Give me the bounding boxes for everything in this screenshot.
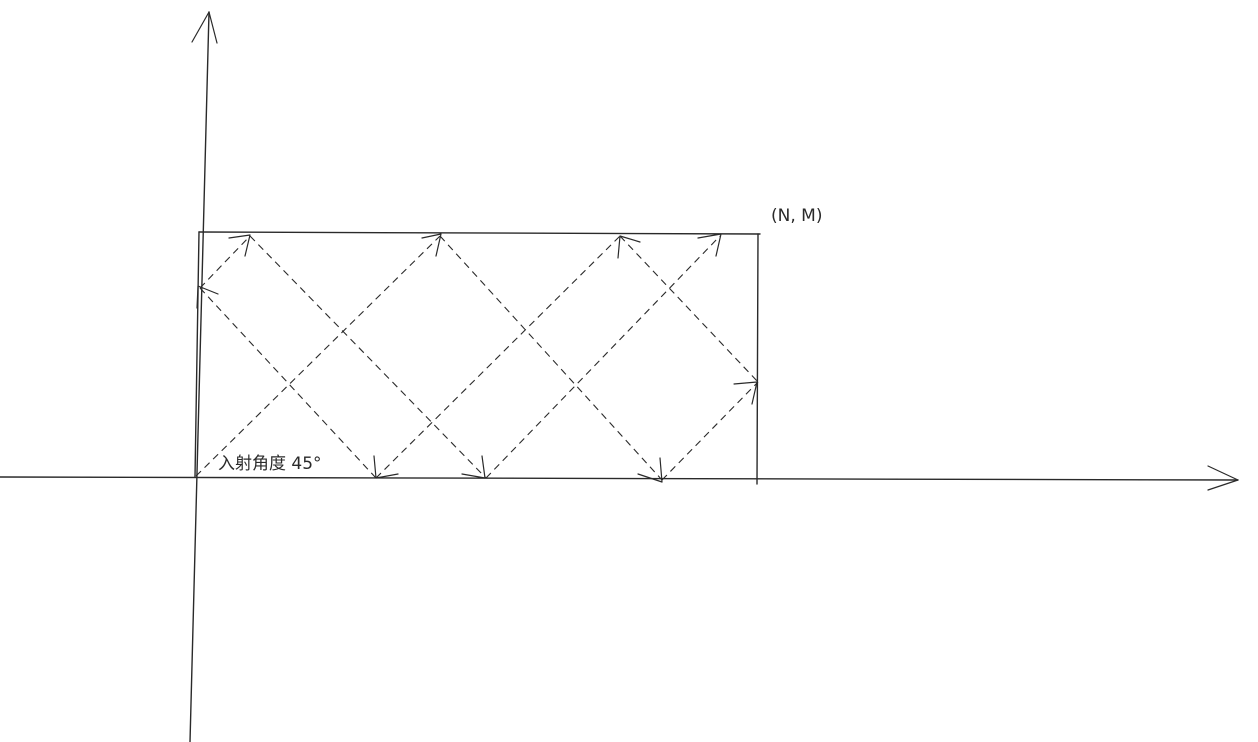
axes [0,11,1239,742]
arrowhead [421,233,442,257]
path-segment [199,287,377,479]
x-axis-arrowhead [1207,465,1239,491]
path-segment [485,235,721,479]
box-top-edge [198,231,761,235]
arrowhead [733,381,758,405]
path-segment [199,235,251,289]
box-left-edge [194,231,200,478]
arrowhead [697,233,722,257]
box-right-edge [756,233,759,485]
path-segment [439,235,663,481]
arrowhead [373,455,399,479]
box [194,231,761,485]
path-segment [661,381,759,481]
y-axis-arrowhead [191,11,218,44]
reflection-arrowheads [196,233,758,483]
corner-label: (N, M) [771,206,822,226]
arrowhead [461,455,486,479]
path-segment [195,235,441,477]
angle-label: 入射角度 45° [218,454,322,474]
path-segment [619,235,759,383]
path-segment [249,235,487,479]
x-axis [0,476,1239,481]
path-segment [375,235,621,479]
arrowhead [228,234,251,257]
reflection-paths [195,235,759,481]
arrowhead [637,457,663,483]
arrowhead [196,285,219,309]
y-axis [189,11,210,742]
arrowhead [617,235,641,259]
